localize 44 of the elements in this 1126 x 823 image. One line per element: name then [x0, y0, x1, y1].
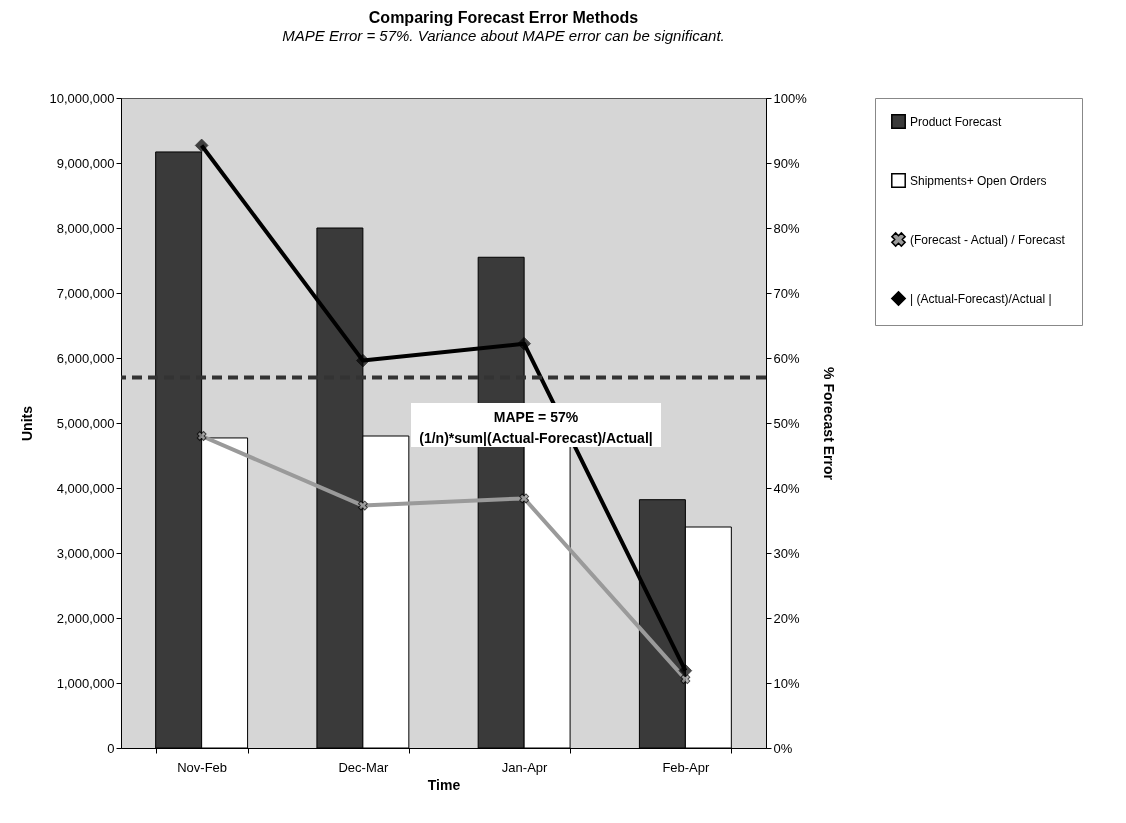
y-tick-label: 10,000,000	[49, 90, 115, 106]
y2-tick-label: 80%	[773, 220, 800, 236]
y-axis-title: Units	[19, 405, 36, 441]
y-tick-label: 1,000,000	[56, 675, 115, 691]
y2-tick-label: 100%	[773, 90, 808, 106]
legend-label: Product Forecast	[910, 114, 1003, 129]
y-tick-label: 6,000,000	[56, 350, 115, 366]
x-tick-label: Dec-Mar	[338, 759, 389, 775]
y2-tick-label: 60%	[773, 350, 800, 366]
point	[519, 493, 530, 504]
legend-label: Shipments+ Open Orders	[910, 173, 1047, 188]
y2-tick-label: 20%	[773, 610, 800, 626]
y2-tick-label: 10%	[773, 675, 800, 691]
chart-subtitle: MAPE Error = 57%. Variance about MAPE error can be significant.	[282, 27, 725, 44]
x-axis-title: Time	[427, 776, 461, 793]
legend-label: (Forecast - Actual) / Forecast	[910, 232, 1066, 247]
y2-tick-label: 40%	[773, 480, 800, 496]
point	[357, 500, 368, 511]
x-tick-label: Jan-Apr	[501, 759, 549, 775]
y-tick-label: 3,000,000	[56, 545, 115, 561]
point	[194, 138, 209, 153]
annotation: MAPE = 57%	[493, 409, 579, 425]
y-tick-label: 2,000,000	[56, 610, 115, 626]
point	[678, 663, 693, 678]
y2-axis-title: % Forecast Error	[820, 367, 837, 481]
y2-tick-label: 70%	[773, 285, 800, 301]
y-tick-label: 7,000,000	[56, 285, 115, 301]
y2-tick-label: 0%	[773, 740, 793, 756]
annotation: (1/n)*sum|(Actual-Forecast)/Actual|	[419, 430, 653, 446]
x-tick-label: Nov-Feb	[177, 759, 228, 775]
point	[356, 353, 370, 368]
y-tick-label: 4,000,000	[56, 480, 115, 496]
y2-tick-label: 30%	[773, 545, 800, 561]
x-tick-label: Feb-Apr	[662, 759, 711, 775]
y-tick-label: 9,000,000	[56, 155, 115, 171]
chart-title: Comparing Forecast Error Methods	[368, 9, 639, 26]
y2-tick-label: 90%	[773, 155, 800, 171]
legend-label: | (Actual-Forecast)/Actual |	[910, 291, 1052, 306]
point	[517, 336, 531, 351]
y-tick-label: 8,000,000	[56, 220, 115, 236]
y-tick-label: 5,000,000	[56, 415, 115, 431]
y2-tick-label: 50%	[773, 415, 800, 431]
y-tick-label: 0	[107, 740, 115, 756]
point	[196, 431, 207, 441]
